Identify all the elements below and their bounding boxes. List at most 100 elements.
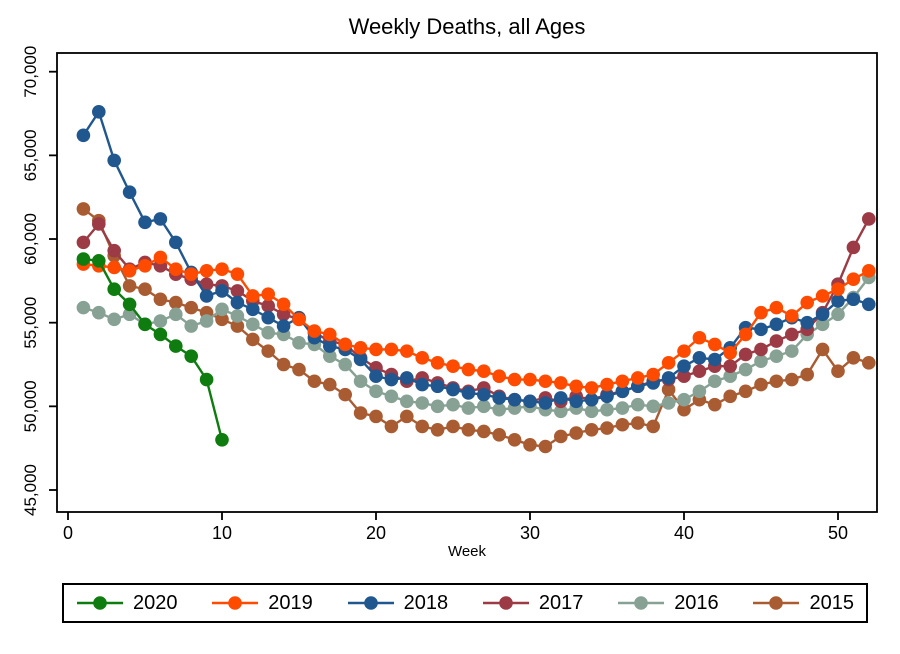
series-2015-point: [400, 409, 414, 424]
y-axis-tick-label: 50,000: [21, 380, 40, 432]
legend-item-2019: 2019: [211, 592, 313, 615]
legend-marker-icon: [212, 596, 259, 610]
series-2016-point: [107, 312, 121, 327]
series-2020-point: [169, 339, 183, 353]
series-2015-point: [754, 377, 768, 392]
series-2016-point: [153, 314, 168, 328]
series-2018-point: [353, 352, 368, 367]
series-2016-point: [92, 305, 106, 320]
legend-marker-icon: [753, 596, 800, 610]
series-2018-point: [862, 297, 876, 312]
series-2019-point: [353, 340, 368, 355]
series-2018-point: [492, 391, 507, 405]
legend-item-2015: 2015: [752, 592, 854, 615]
series-2019-point: [276, 297, 291, 312]
series-2016-point: [492, 402, 507, 417]
series-2018-point: [369, 369, 383, 384]
series-2019-point: [369, 342, 383, 357]
series-2019-point: [199, 264, 214, 278]
series-2015-point: [215, 312, 229, 327]
series-2018-point: [584, 392, 599, 407]
series-2018-point: [323, 339, 337, 353]
series-2019-point: [461, 362, 476, 377]
series-2020-point: [153, 327, 168, 342]
series-2019-point: [831, 282, 845, 297]
y-axis-tick-label: 65,000: [21, 129, 40, 181]
series-2015-point: [569, 426, 583, 440]
series-2016-point: [769, 349, 784, 363]
series-2018-point: [107, 153, 121, 168]
series-2018-line: [82, 109, 870, 405]
series-2018-point: [199, 289, 214, 303]
series-2017-point: [862, 212, 876, 226]
legend-dot-icon: [769, 596, 784, 610]
series-2018-point: [384, 372, 399, 387]
series-2018-point: [215, 284, 229, 298]
series-2018-point: [230, 295, 245, 310]
series-2018-point: [538, 396, 553, 410]
series-2015-point: [369, 409, 383, 424]
series-2019-point: [430, 356, 445, 370]
series-2018-point: [800, 315, 814, 330]
series-2018-point: [769, 317, 784, 332]
series-2016-point: [230, 309, 245, 323]
series-2016-point: [785, 344, 799, 358]
series-2016-point: [631, 397, 645, 412]
series-2019-point: [261, 287, 276, 302]
series-2017-point: [738, 347, 753, 362]
series-2016-line: [83, 276, 870, 413]
series-2019-point: [846, 272, 861, 286]
chart-title: Weekly Deaths, all Ages: [348, 14, 586, 39]
series-2018-point: [461, 386, 476, 400]
series-2017-point: [846, 240, 861, 255]
series-2015-point: [461, 422, 476, 437]
series-2015-point: [584, 422, 599, 437]
series-2015-point: [769, 374, 784, 389]
series-2016-point: [292, 335, 306, 350]
x-axis-tick-label: 50: [828, 523, 848, 543]
plot-frame: [56, 52, 878, 513]
series-2019-point: [800, 295, 814, 310]
series-2017-point: [107, 243, 121, 258]
legend-item-2017: 2017: [482, 591, 584, 615]
chart-legend: 2020 2019 2018 2017 2016 2015: [62, 583, 868, 623]
legend-marker-icon: [347, 596, 394, 610]
series-2019-point: [646, 367, 660, 382]
series-2017-point: [261, 299, 276, 313]
y-axis-tick-label: 45,000: [21, 464, 40, 516]
series-2018-point: [276, 319, 291, 333]
legend-marker-icon: [482, 596, 529, 610]
series-2019-point: [384, 342, 399, 357]
series-2015-point: [261, 344, 276, 358]
series-2019-point: [107, 260, 121, 275]
series-2018-point: [261, 310, 276, 325]
series-2015-point: [815, 342, 830, 357]
series-2019-point: [415, 351, 430, 365]
series-2016-point: [246, 317, 260, 332]
series-2018-point: [523, 394, 537, 409]
series-2018-point: [692, 351, 707, 365]
series-2016-point: [446, 397, 460, 412]
series-2019-point: [677, 344, 691, 358]
legend-label: 2017: [538, 591, 584, 614]
series-2017-point: [754, 342, 768, 357]
series-2016-point: [477, 399, 491, 414]
legend-dot-icon: [634, 596, 648, 610]
series-2019-point: [230, 267, 245, 281]
series-2016-point: [677, 392, 691, 407]
series-2018-point: [846, 292, 861, 307]
series-2019-point: [631, 371, 645, 385]
series-2019-point: [169, 262, 183, 276]
series-2019-point: [554, 376, 568, 390]
series-2020-point: [122, 297, 137, 312]
legend-dot-icon: [499, 596, 513, 610]
series-2020-point: [184, 349, 198, 363]
y-axis-tick-label: 70,000: [21, 46, 40, 98]
series-2019-point: [122, 264, 137, 278]
y-axis-tick-label: 60,000: [21, 213, 40, 265]
series-2015-point: [446, 419, 460, 434]
y-axis-tick-label: 55,000: [21, 297, 40, 349]
series-2015-point: [307, 374, 322, 389]
series-2019-point: [307, 324, 322, 338]
series-2015-point: [723, 389, 737, 404]
